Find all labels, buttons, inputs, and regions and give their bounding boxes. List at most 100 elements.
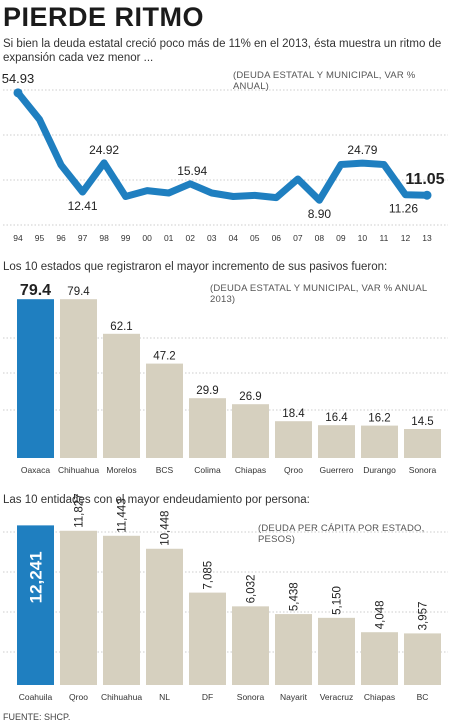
x-tick-label: Chihuahua (101, 692, 142, 702)
x-tick-label: 00 (142, 233, 152, 243)
x-tick-label: 12 (401, 233, 411, 243)
source-note: FUENTE: SHCP. (3, 712, 71, 722)
x-tick-label: 96 (56, 233, 66, 243)
x-tick-label: Sonora (409, 465, 437, 475)
bar (103, 333, 140, 458)
page-title: PIERDE RITMO (3, 2, 205, 32)
data-label: 11,827 (74, 493, 86, 527)
data-label: 16.4 (325, 412, 348, 424)
bar (189, 398, 226, 458)
x-tick-label: Chiapas (235, 465, 266, 475)
x-tick-label: 08 (315, 233, 325, 243)
x-tick-label: Colima (194, 465, 221, 475)
x-tick-label: 99 (121, 233, 131, 243)
x-tick-label: Sonora (237, 692, 265, 702)
series-line (14, 89, 431, 204)
x-tick-label: 98 (99, 233, 109, 243)
data-label: 15.94 (177, 164, 207, 178)
x-tick-label: 95 (35, 233, 45, 243)
end-point (422, 190, 432, 200)
bar (189, 592, 226, 685)
x-tick-label: 04 (229, 233, 239, 243)
bar (361, 632, 398, 685)
x-tick-label: 10 (358, 233, 368, 243)
data-label: 4,048 (375, 600, 387, 629)
data-label: 16.2 (368, 413, 390, 425)
bar-chart-2-unit-label: (DEUDA PER CÁPITA POR ESTADO, PESOS) (258, 523, 425, 545)
data-label: 62.1 (110, 321, 132, 333)
data-label: 7,085 (203, 561, 215, 590)
data-label: 12.41 (68, 199, 98, 213)
bar (232, 404, 269, 458)
bar-chart-2-title: Las 10 entidades con el mayor endeudamie… (3, 494, 310, 506)
data-label: 24.92 (89, 143, 119, 157)
x-tick-label: 13 (422, 233, 432, 243)
bar-chart-1: Oaxaca 79.4 Chihuahua 79.4 Morelos 62.1 BCS 47.… (3, 282, 448, 475)
x-tick-label: 07 (293, 233, 303, 243)
data-label: 79.4 (20, 282, 51, 299)
bar (146, 363, 183, 458)
page-subtitle: Si bien la deuda estatal creció poco más… (3, 38, 442, 64)
x-tick-label: 97 (78, 233, 88, 243)
x-tick-label: Veracruz (320, 692, 354, 702)
x-tick-label: 06 (272, 233, 282, 243)
bar (275, 614, 312, 685)
data-label: 10,448 (160, 511, 172, 546)
x-tick-label: BC (417, 692, 429, 702)
x-tick-label: Coahuila (19, 692, 53, 702)
x-tick-label: 03 (207, 233, 217, 243)
x-tick-label: 09 (336, 233, 346, 243)
start-point (13, 88, 23, 98)
x-tick-label: 94 (13, 233, 23, 243)
data-label: 5,438 (289, 582, 301, 611)
bar (103, 535, 140, 685)
data-label: 12,241 (27, 551, 46, 603)
bar (404, 429, 441, 458)
data-label: 18.4 (282, 408, 305, 420)
bar-chart-1-title: Los 10 estados que registraron el mayor … (3, 261, 388, 273)
x-tick-label: BCS (156, 465, 174, 475)
x-tick-label: 05 (250, 233, 260, 243)
bar (275, 421, 312, 458)
data-label: 5,150 (332, 586, 344, 615)
data-label: 8.90 (308, 207, 332, 221)
x-tick-label: Nayarit (280, 692, 308, 702)
x-tick-label: Chiapas (364, 692, 395, 702)
data-label: 14.5 (411, 416, 433, 428)
data-label: 29.9 (196, 385, 218, 397)
data-label: 11.05 (405, 171, 444, 188)
x-tick-label: Chihuahua (58, 465, 99, 475)
bar (60, 299, 97, 458)
x-tick-label: Qroo (284, 465, 303, 475)
bar (318, 425, 355, 458)
bar (404, 633, 441, 685)
bar (60, 530, 97, 685)
bar (17, 299, 54, 458)
bar (318, 617, 355, 685)
bar (146, 548, 183, 685)
x-tick-label: Guerrero (319, 465, 353, 475)
data-label: 79.4 (67, 286, 90, 298)
data-label: 6,032 (246, 575, 258, 604)
x-tick-label: 02 (185, 233, 195, 243)
x-tick-label: Durango (363, 465, 396, 475)
x-tick-label: Qroo (69, 692, 88, 702)
data-label: 26.9 (239, 391, 261, 403)
line-chart-unit-label: (DEUDA ESTATAL Y MUNICIPAL, VAR % ANUAL) (233, 70, 416, 92)
x-tick-label: Morelos (106, 465, 136, 475)
bar (232, 606, 269, 685)
x-tick-label: 01 (164, 233, 174, 243)
data-label: 11,443 (117, 498, 129, 532)
bar-chart-1-unit-label: (DEUDA ESTATAL Y MUNICIPAL, VAR % ANUAL … (210, 283, 428, 305)
x-tick-label: 11 (380, 233, 389, 243)
bar (17, 525, 54, 685)
data-label: 3,957 (418, 602, 430, 631)
data-label: 24.79 (347, 143, 377, 157)
x-tick-label: NL (159, 692, 170, 702)
line-chart: 94 95 96 97 98 99 00 01 02 03 04 05 06 07 08 09 10 11 12 13… (2, 71, 448, 243)
x-tick-label: Oaxaca (21, 465, 51, 475)
data-label: 54.93 (2, 71, 35, 86)
x-tick-label: DF (202, 692, 213, 702)
bar-chart-2: Coahuila 12,241 Qroo 11,827 Chihuahua 11,443 N… (3, 493, 448, 702)
bar (361, 425, 398, 458)
